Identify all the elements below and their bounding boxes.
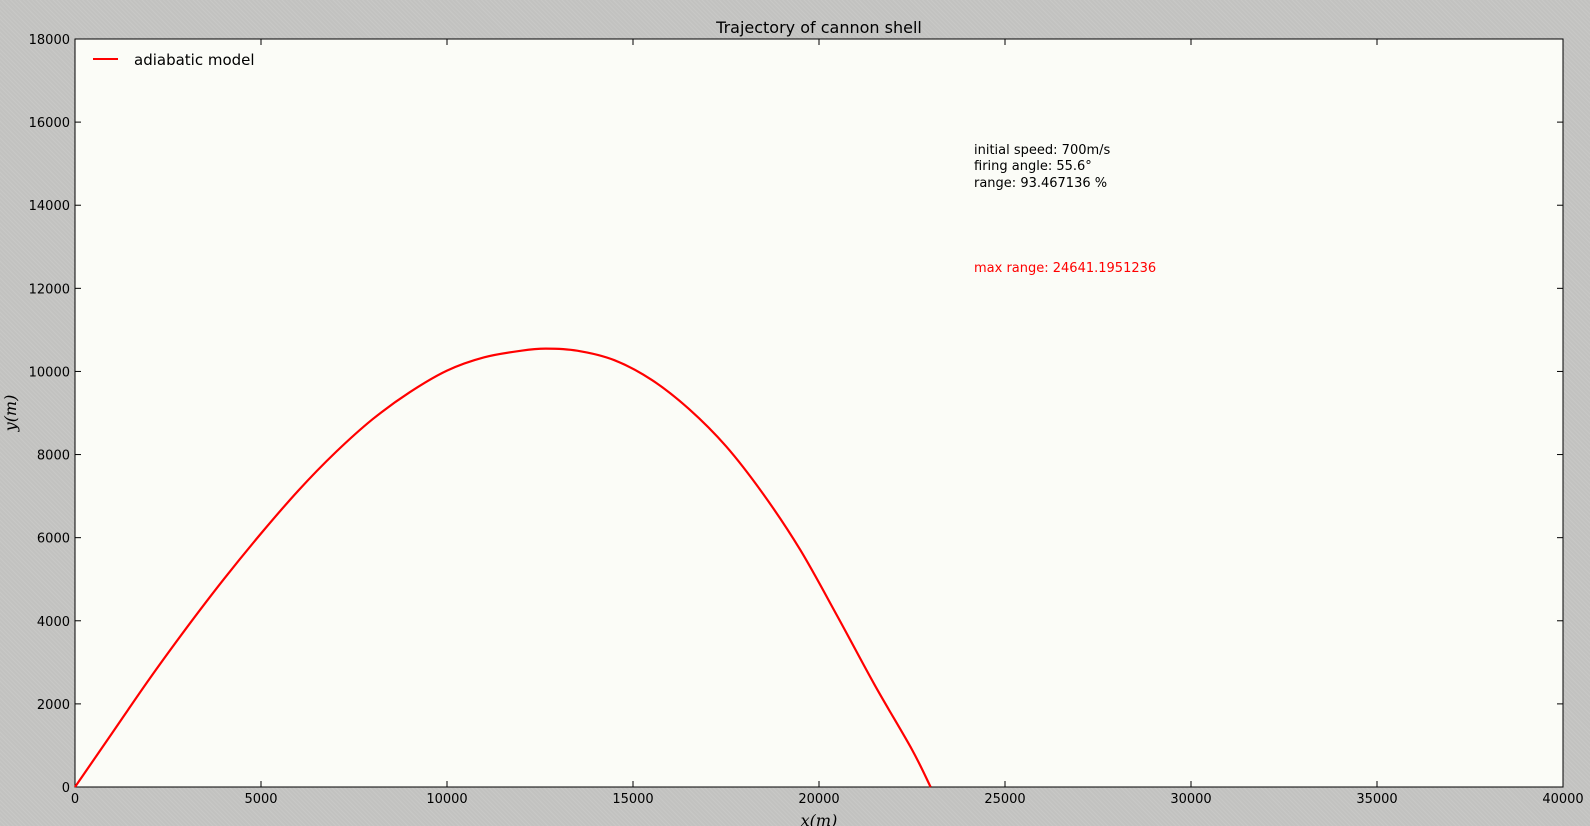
legend-label-adiabatic-model: adiabatic model xyxy=(134,51,255,69)
x-tick-label: 20000 xyxy=(798,792,839,807)
y-tick-label: 18000 xyxy=(29,33,70,48)
y-tick-label: 8000 xyxy=(37,449,70,464)
x-tick-label: 10000 xyxy=(426,792,467,807)
x-tick-label: 25000 xyxy=(984,792,1025,807)
x-tick-label: 15000 xyxy=(612,792,653,807)
x-tick-label: 5000 xyxy=(244,792,277,807)
axis-ticks: 0 5000 10000 15000 20000 25000 30000 35000 40000… xyxy=(29,33,1584,807)
y-axis-label: y(m) xyxy=(1,395,20,433)
y-tick-label: 0 xyxy=(62,781,70,796)
series-layer xyxy=(74,347,932,788)
y-tick-label: 14000 xyxy=(29,199,70,214)
annotation-initial-speed: initial speed: 700m/s xyxy=(974,143,1111,158)
y-tick-label: 2000 xyxy=(37,698,70,713)
series-line-0 xyxy=(74,347,932,788)
annotation-max-range: max range: 24641.1951236 xyxy=(974,261,1156,276)
y-tick-label: 4000 xyxy=(37,615,70,630)
annotation-range: range: 93.467136 % xyxy=(974,176,1107,191)
y-tick-label: 12000 xyxy=(29,282,70,297)
plot-area xyxy=(74,38,1564,788)
x-tick-label: 0 xyxy=(71,792,79,807)
y-tick-label: 6000 xyxy=(37,532,70,547)
x-tick-label: 35000 xyxy=(1356,792,1397,807)
chart-title: Trajectory of cannon shell xyxy=(715,18,922,37)
x-tick-label: 40000 xyxy=(1542,792,1583,807)
x-tick-label: 30000 xyxy=(1170,792,1211,807)
y-tick-label: 10000 xyxy=(29,365,70,380)
legend: adiabatic model xyxy=(93,51,255,69)
y-tick-label: 16000 xyxy=(29,116,70,131)
x-axis-label: x(m) xyxy=(801,811,838,826)
annotation-firing-angle: firing angle: 55.6° xyxy=(974,159,1092,174)
stats-annotation: initial speed: 700m/s firing angle: 55.6… xyxy=(974,143,1111,191)
